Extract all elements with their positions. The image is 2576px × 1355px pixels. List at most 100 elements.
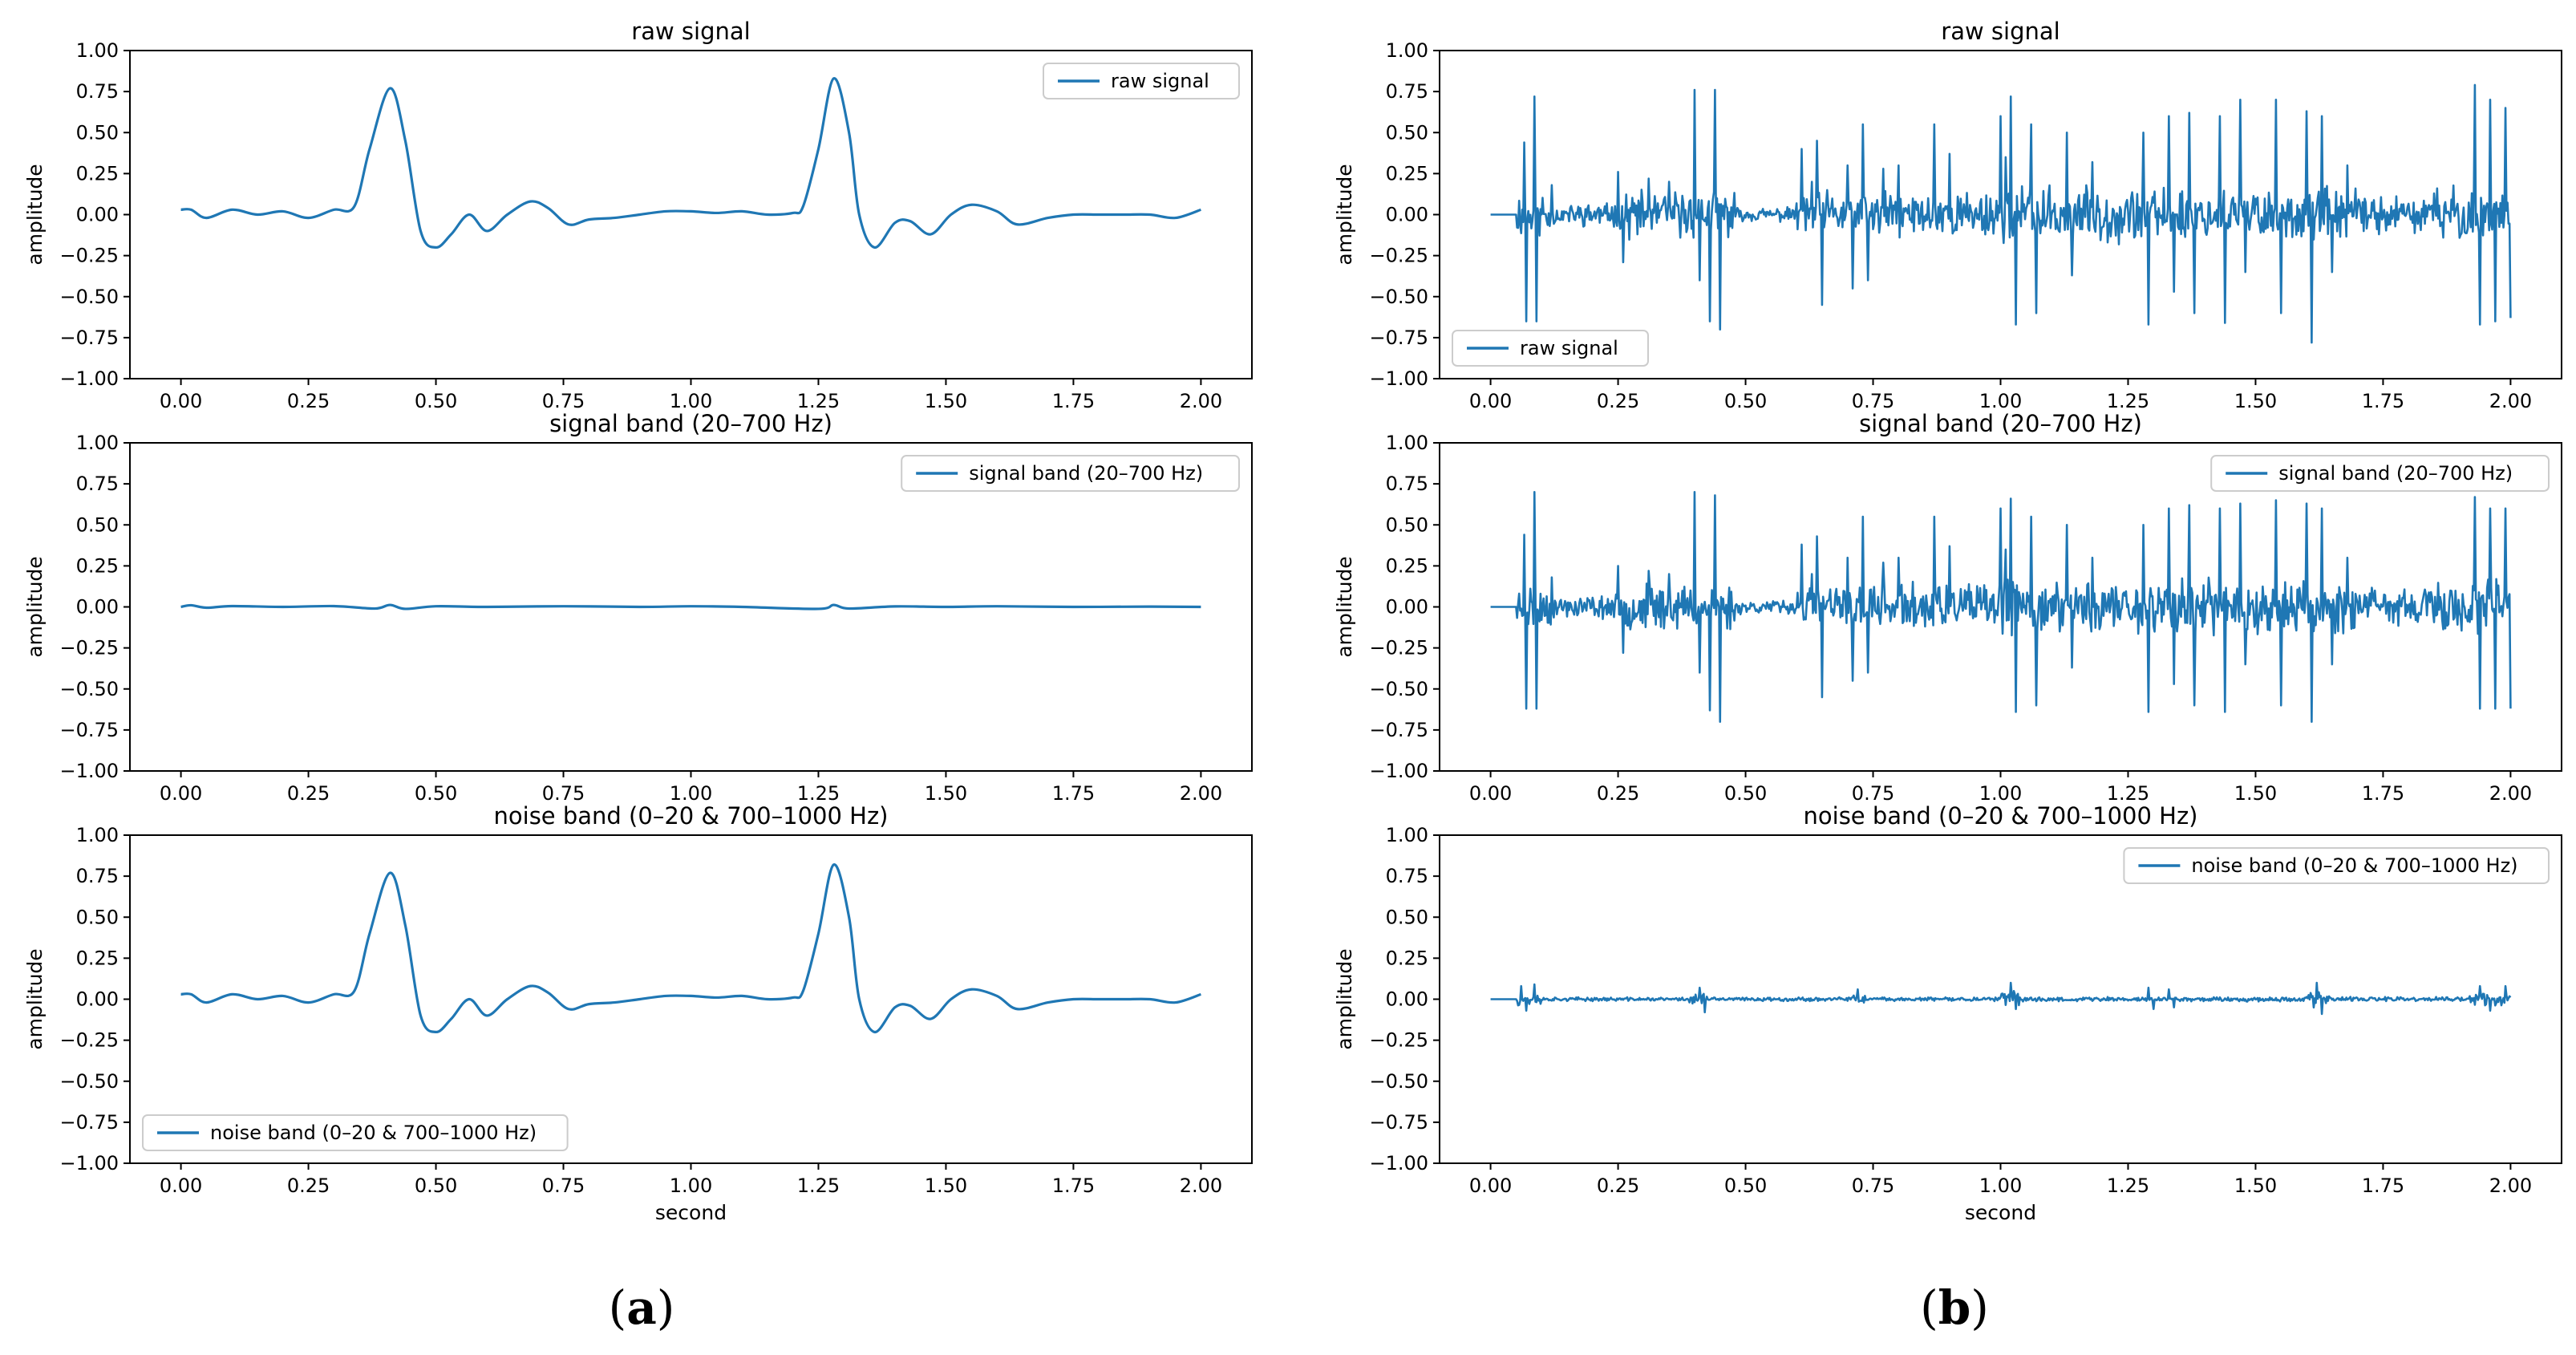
legend-label: signal band (20–700 Hz) xyxy=(2278,462,2513,485)
x-tick-label: 0.00 xyxy=(1469,1174,1512,1197)
plot-frame xyxy=(129,50,1253,379)
x-tick-label: 1.00 xyxy=(670,1174,712,1197)
x-tick-label: 1.00 xyxy=(1979,782,2022,805)
y-tick-label: −0.75 xyxy=(59,327,119,349)
y-axis-label: amplitude xyxy=(23,164,47,265)
y-tick-label: −0.50 xyxy=(59,678,119,700)
x-tick-label: 1.50 xyxy=(2234,390,2277,412)
chart-title: noise band (0–20 & 700–1000 Hz) xyxy=(1804,802,2198,830)
plot-frame xyxy=(1439,50,2562,379)
y-tick-label: −1.00 xyxy=(1369,760,1428,782)
y-tick-label: 0.75 xyxy=(1386,473,1428,495)
y-tick-label: 0.00 xyxy=(1386,204,1428,226)
y-tick-label: 0.50 xyxy=(1386,906,1428,928)
y-axis-label: amplitude xyxy=(1333,556,1356,657)
charts-container: raw signal 1.00 0.75 0.50 0.25 0.00 −0.25 −0.50… xyxy=(23,18,2562,1224)
x-tick-label: 0.00 xyxy=(160,1174,202,1197)
x-tick-label: 1.50 xyxy=(2234,1174,2277,1197)
x-tick-label: 1.00 xyxy=(670,782,712,805)
y-tick-label: −0.50 xyxy=(59,1070,119,1093)
y-axis-label: amplitude xyxy=(1333,948,1356,1049)
x-tick-label: 1.25 xyxy=(797,782,840,805)
x-tick-label: 1.50 xyxy=(2234,782,2277,805)
x-tick-label: 2.00 xyxy=(2489,782,2532,805)
y-tick-label: 0.00 xyxy=(76,204,119,226)
y-tick-label: 0.75 xyxy=(76,865,119,887)
legend-box xyxy=(142,1114,569,1151)
y-tick-label: 0.25 xyxy=(1386,554,1428,577)
x-tick-label: 0.25 xyxy=(287,782,330,805)
plot-frame xyxy=(129,834,1253,1164)
y-tick-label: 0.75 xyxy=(1386,80,1428,103)
y-tick-label: 0.00 xyxy=(1386,988,1428,1011)
x-tick-label: 0.75 xyxy=(542,390,585,412)
y-tick-label: 0.25 xyxy=(76,554,119,577)
x-tick-label: 1.75 xyxy=(1052,390,1095,412)
y-tick-label: 1.00 xyxy=(76,824,119,846)
series-line-0 xyxy=(180,603,1201,611)
x-tick-label: 1.25 xyxy=(797,390,840,412)
chart-b-signal: signal band (20–700 Hz) 1.00 0.75 0.50 0.25 0… xyxy=(1333,410,2562,805)
chart-b-noise: noise band (0–20 & 700–1000 Hz) 1.00 0.75 0… xyxy=(1333,802,2562,1224)
x-tick-label: 0.25 xyxy=(1597,782,1639,805)
x-tick-label: 0.25 xyxy=(287,390,330,412)
x-axis-label: second xyxy=(655,1201,727,1224)
y-tick-label: −0.50 xyxy=(1369,678,1428,700)
x-tick-label: 0.75 xyxy=(1852,1174,1894,1197)
x-tick-label: 1.75 xyxy=(2362,782,2404,805)
y-tick-label: −1.00 xyxy=(1369,1152,1428,1174)
y-tick-label: −0.50 xyxy=(59,286,119,308)
series-line-0 xyxy=(180,77,1201,249)
y-tick-label: −0.75 xyxy=(59,1111,119,1134)
x-tick-label: 1.25 xyxy=(797,1174,840,1197)
x-tick-label: 1.25 xyxy=(2107,390,2149,412)
y-tick-label: 1.00 xyxy=(76,39,119,62)
legend-box xyxy=(901,455,1240,492)
x-tick-label: 0.75 xyxy=(542,782,585,805)
x-tick-label: 1.00 xyxy=(1979,390,2022,412)
y-tick-label: −0.25 xyxy=(59,1029,119,1052)
y-tick-label: 0.25 xyxy=(1386,162,1428,185)
y-tick-label: −0.25 xyxy=(1369,1029,1428,1052)
chart-a-signal: signal band (20–700 Hz) 1.00 0.75 0.50 0.25 0… xyxy=(23,410,1253,805)
panel-label-b: (b) xyxy=(1920,1280,1989,1335)
x-tick-label: 2.00 xyxy=(2489,1174,2532,1197)
x-tick-label: 0.00 xyxy=(160,782,202,805)
legend-label: raw signal xyxy=(1111,70,1209,92)
y-axis-label: amplitude xyxy=(1333,164,1356,265)
x-tick-label: 1.50 xyxy=(925,390,967,412)
x-tick-label: 0.75 xyxy=(542,1174,585,1197)
plot-frame xyxy=(129,442,1253,772)
y-tick-label: −0.75 xyxy=(1369,719,1428,741)
y-tick-label: −0.75 xyxy=(1369,1111,1428,1134)
chart-title: raw signal xyxy=(631,18,750,45)
y-tick-label: 0.00 xyxy=(76,596,119,619)
x-tick-label: 1.50 xyxy=(925,1174,967,1197)
chart-title: signal band (20–700 Hz) xyxy=(1859,410,2142,437)
x-tick-label: 0.50 xyxy=(1724,390,1767,412)
x-tick-label: 2.00 xyxy=(1180,782,1222,805)
y-tick-label: −0.25 xyxy=(1369,245,1428,267)
x-tick-label: 1.75 xyxy=(2362,1174,2404,1197)
legend: noise band (0–20 & 700–1000 Hz) xyxy=(2123,847,2550,884)
x-tick-label: 2.00 xyxy=(1180,1174,1222,1197)
y-tick-label: 0.25 xyxy=(1386,947,1428,969)
legend-label: noise band (0–20 & 700–1000 Hz) xyxy=(2191,854,2517,877)
y-tick-label: 0.75 xyxy=(76,80,119,103)
chart-title: noise band (0–20 & 700–1000 Hz) xyxy=(494,802,889,830)
x-tick-label: 0.25 xyxy=(287,1174,330,1197)
y-tick-label: 0.00 xyxy=(1386,596,1428,619)
legend: raw signal xyxy=(1043,63,1240,99)
y-tick-label: −0.25 xyxy=(59,637,119,659)
y-tick-label: 1.00 xyxy=(1386,824,1428,846)
x-tick-label: 0.50 xyxy=(1724,1174,1767,1197)
x-tick-label: 1.75 xyxy=(1052,1174,1095,1197)
x-tick-label: 0.50 xyxy=(415,1174,457,1197)
chart-title: raw signal xyxy=(1941,18,2060,45)
y-tick-label: 1.00 xyxy=(1386,39,1428,62)
x-tick-label: 0.25 xyxy=(1597,1174,1639,1197)
x-tick-label: 0.50 xyxy=(1724,782,1767,805)
x-tick-label: 2.00 xyxy=(1180,390,1222,412)
y-tick-label: 0.25 xyxy=(76,947,119,969)
